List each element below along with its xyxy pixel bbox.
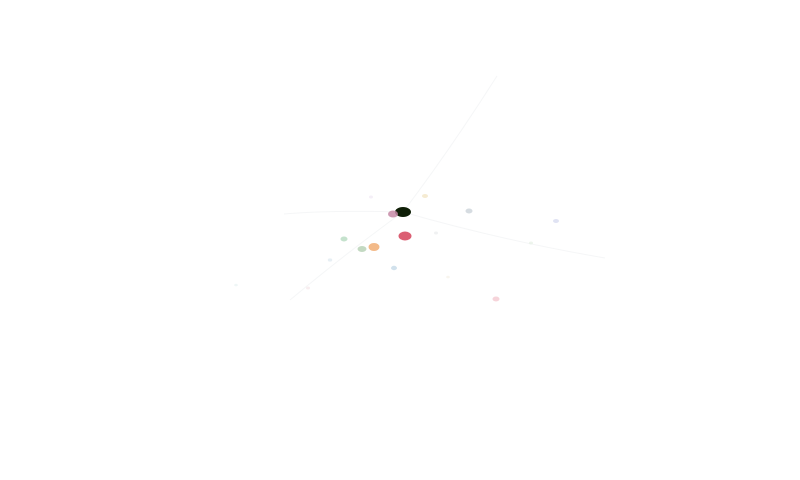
faint-grey-body <box>434 231 438 235</box>
faint-cream-body <box>446 275 450 279</box>
faint-teal-body <box>234 283 238 287</box>
pale-blue-body <box>391 265 397 271</box>
central-dark-body <box>395 207 411 217</box>
trail-line <box>402 75 498 213</box>
pink-body <box>492 296 500 302</box>
mauve-body <box>388 210 398 218</box>
sage-body <box>357 246 367 252</box>
bodies <box>234 194 559 302</box>
faint-lilac-body <box>369 195 373 199</box>
faint-blue-body <box>327 258 333 262</box>
orange-body <box>368 243 380 251</box>
faint-pink-body <box>306 286 310 290</box>
trail-line <box>283 210 404 215</box>
faint-green-body <box>529 241 533 245</box>
red-body <box>398 231 412 241</box>
faint-trails <box>283 75 606 301</box>
cream-body <box>422 194 428 198</box>
grey-body <box>465 208 473 214</box>
trail-line <box>402 211 606 259</box>
mint-body <box>340 236 348 242</box>
trail-line <box>289 211 404 301</box>
lavender-body <box>553 219 559 223</box>
